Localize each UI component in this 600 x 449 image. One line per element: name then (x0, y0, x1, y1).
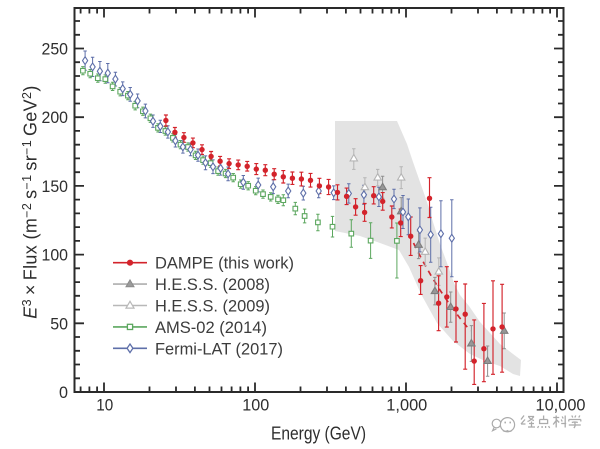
svg-text:100: 100 (42, 246, 69, 265)
svg-text:1,000: 1,000 (386, 396, 427, 415)
svg-text:DAMPE (this work): DAMPE (this work) (155, 254, 294, 273)
svg-text:50: 50 (50, 314, 68, 333)
svg-text:150: 150 (42, 177, 69, 196)
svg-text:AMS-02 (2014): AMS-02 (2014) (155, 318, 267, 337)
svg-text:H.E.S.S. (2009): H.E.S.S. (2009) (155, 297, 270, 316)
svg-text:Energy (GeV): Energy (GeV) (271, 424, 366, 444)
svg-text:Fermi-LAT (2017): Fermi-LAT (2017) (155, 339, 283, 358)
svg-text:200: 200 (42, 108, 69, 127)
svg-text:H.E.S.S. (2008): H.E.S.S. (2008) (155, 275, 270, 294)
svg-text:100: 100 (242, 396, 269, 415)
svg-text:10,000: 10,000 (536, 396, 586, 415)
svg-text:E3 × Flux (m−2 s−1 sr−1 GeV2): E3 × Flux (m−2 s−1 sr−1 GeV2) (20, 85, 41, 318)
svg-text:0: 0 (59, 383, 68, 402)
svg-text:10: 10 (96, 396, 113, 415)
svg-text:250: 250 (42, 40, 69, 59)
